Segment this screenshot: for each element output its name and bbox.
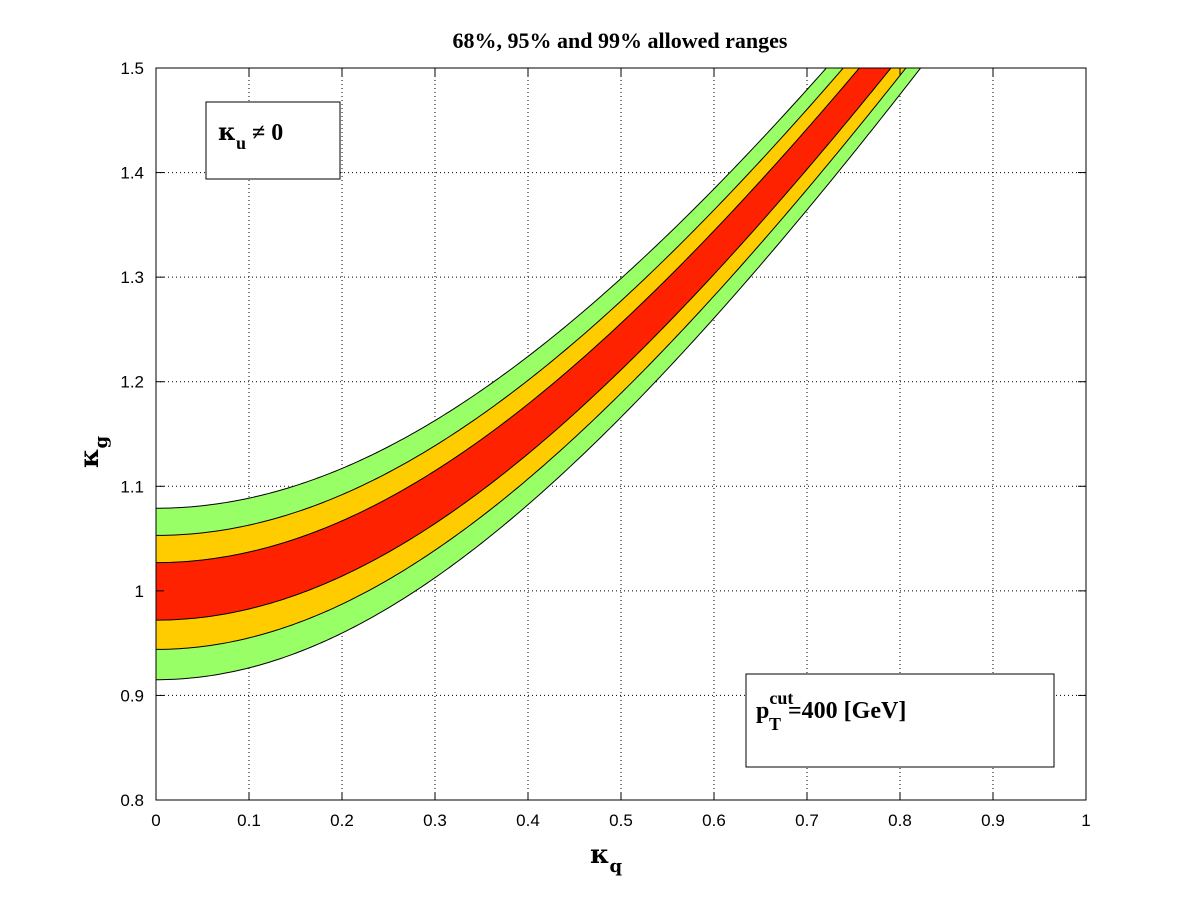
y-tick-label: 0.8: [120, 791, 144, 810]
chart-title: 68%, 95% and 99% allowed ranges: [453, 28, 788, 53]
x-tick-label: 0.1: [237, 811, 261, 830]
tick-marks: [155, 67, 1087, 801]
pt-cut-annotation: pcut T =400 [GeV]: [745, 673, 1055, 768]
x-tick-label: 0.4: [516, 811, 540, 830]
boundary-line-0: [155, 67, 827, 509]
x-tick-label: 0.3: [423, 811, 447, 830]
kappa-u-rest: ≠ 0: [246, 120, 283, 146]
y-tick-label: 1: [135, 582, 144, 601]
boundary-line-5: [155, 67, 922, 681]
pt-cut-superscript: cut: [769, 688, 793, 708]
pt-cut-subscript: T: [769, 714, 781, 734]
pt-cut-annotation-text: pcut T =400 [GeV]: [756, 688, 906, 734]
y-axis-label-base: κ: [75, 449, 105, 469]
boundary-line-3: [155, 67, 892, 621]
x-tick-label: 0: [151, 811, 160, 830]
plot-area: [155, 67, 1087, 801]
y-tick-label: 1.2: [120, 373, 144, 392]
pt-cut-base: p: [756, 698, 769, 724]
kappa-u-annotation-box: [205, 101, 341, 180]
kappa-u-annotation: κu ≠ 0: [205, 101, 341, 180]
y-axis-label-subscript: g: [91, 436, 112, 449]
x-tick-labels: 0 0.1 0.2 0.3 0.4 0.5 0.6 0.7 0.8 0.9 1: [151, 811, 1090, 830]
y-tick-label: 0.9: [120, 686, 144, 705]
boundary-line-4: [155, 67, 907, 650]
boundary-line-2: [155, 67, 860, 564]
x-tick-label: 0.2: [330, 811, 354, 830]
x-tick-label: 0.7: [795, 811, 819, 830]
y-tick-label: 1.5: [120, 59, 144, 78]
x-tick-label: 1: [1081, 811, 1090, 830]
pt-cut-annotation-box: [745, 673, 1055, 768]
boundary-line-1: [155, 67, 844, 536]
x-axis-label: κq: [590, 840, 623, 877]
x-axis-label-base: κ: [590, 840, 610, 870]
band-95-percent: [156, 68, 906, 650]
x-tick-label: 0.9: [981, 811, 1005, 830]
kappa-u-subscript: u: [236, 133, 246, 153]
confidence-bands: [156, 68, 921, 680]
band-boundary-lines: [155, 67, 922, 681]
y-tick-label: 1.1: [120, 477, 144, 496]
y-tick-label: 1.3: [120, 268, 144, 287]
x-tick-label: 0.8: [888, 811, 912, 830]
x-tick-label: 0.6: [702, 811, 726, 830]
kappa-u-annotation-text: κu ≠ 0: [218, 117, 283, 153]
x-tick-label: 0.5: [609, 811, 633, 830]
y-tick-labels: 0.8 0.9 1 1.1 1.2 1.3 1.4 1.5: [120, 59, 144, 810]
pt-cut-rest: =400 [GeV]: [788, 698, 906, 724]
kappa-u-base: κ: [218, 117, 236, 146]
y-tick-label: 1.4: [120, 164, 144, 183]
band-68-percent: [156, 68, 891, 621]
y-axis-label: κg: [75, 436, 112, 469]
x-axis-label-subscript: q: [609, 856, 622, 877]
